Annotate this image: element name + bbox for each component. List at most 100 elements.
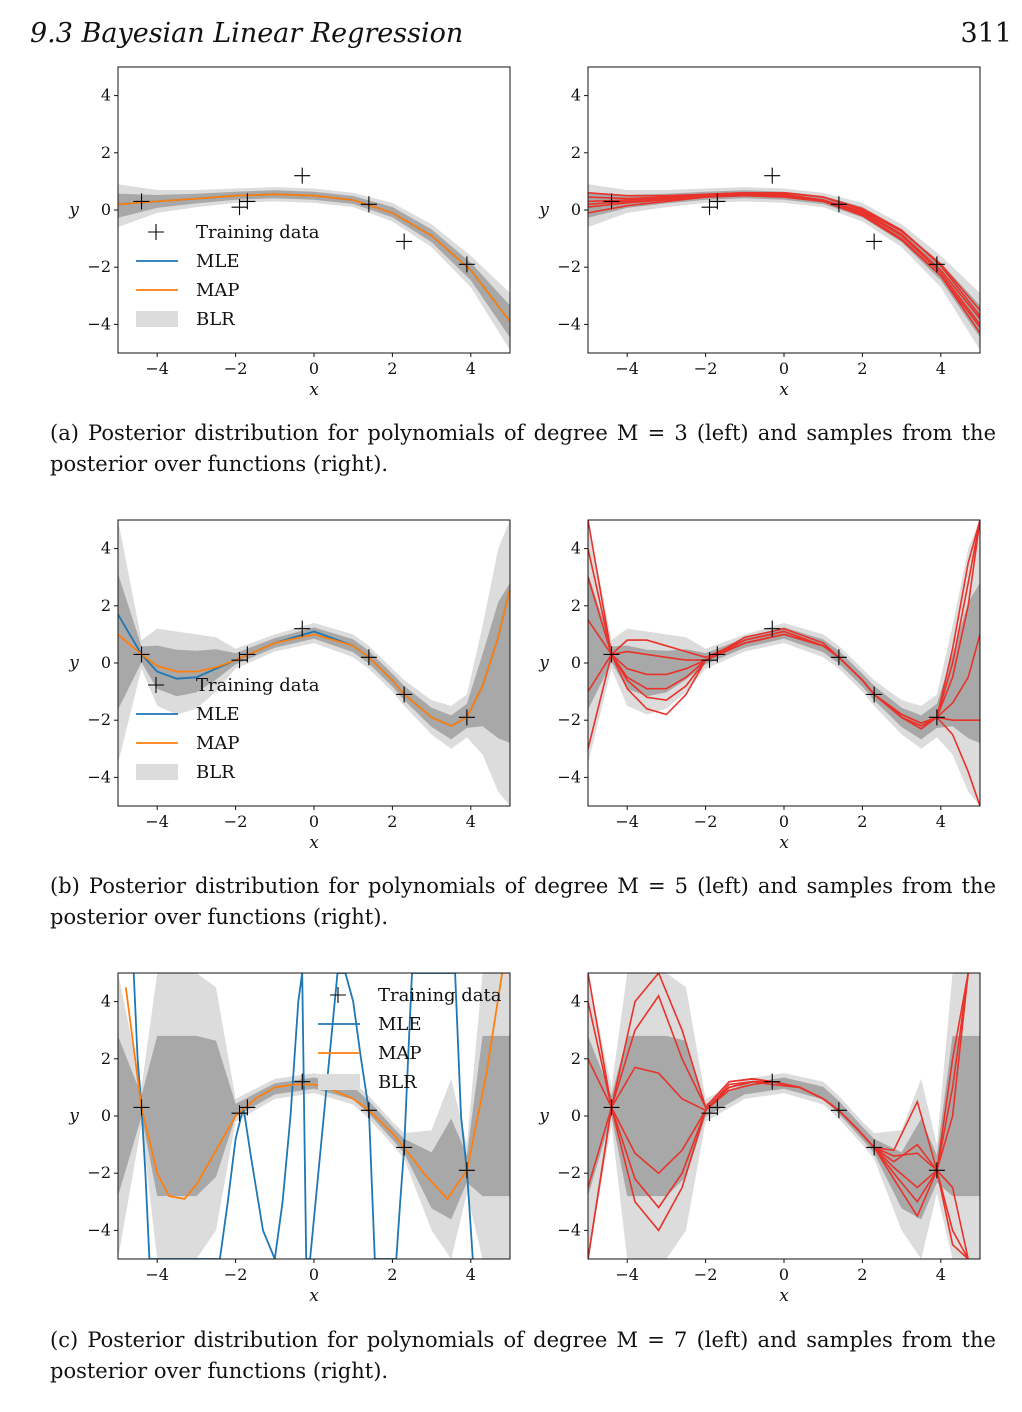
x-tick-label: −2 [224, 812, 248, 831]
training-point [458, 256, 475, 273]
chart-a-left-posterior-m3: −4 −2 0 2 4 −4 −2 0 2 4 x y Training data MLE MAP BLR [68, 66, 511, 400]
y-tick-label: −4 [87, 767, 111, 786]
x-tick-label: 0 [779, 359, 789, 378]
series-map-line [118, 193, 510, 323]
x-tick-label: 0 [779, 1265, 789, 1284]
x-tick-label: 4 [936, 1265, 946, 1284]
y-tick-label: −2 [557, 710, 581, 729]
y-axis-label: y [538, 653, 549, 673]
legend-label-training-data: Training data [378, 985, 502, 1006]
blr-band-inner [118, 573, 510, 744]
x-tick-label: −4 [615, 1265, 639, 1284]
blr-band-outer [588, 184, 980, 351]
training-point [360, 1102, 377, 1119]
legend-label-blr: BLR [196, 309, 235, 330]
blr-band-inner [588, 1035, 980, 1220]
x-axis-label: x [309, 1286, 319, 1306]
training-point [360, 649, 377, 666]
training-point [709, 1099, 726, 1116]
blr-band-inner [118, 1035, 510, 1220]
legend-label-mle: MLE [378, 1014, 422, 1035]
y-tick-label: 2 [571, 596, 581, 615]
y-tick-label: −2 [557, 257, 581, 276]
y-tick-label: 2 [101, 596, 111, 615]
x-axis-label: x [309, 380, 319, 400]
y-tick-label: 0 [571, 1106, 581, 1125]
y-tick-label: 0 [571, 200, 581, 219]
x-tick-label: 2 [857, 359, 867, 378]
training-point [133, 646, 150, 663]
legend-marker-training-data [148, 677, 164, 693]
training-point [866, 686, 883, 703]
y-tick-label: −4 [87, 314, 111, 333]
y-axis-label: y [538, 200, 549, 220]
y-tick-label: −4 [557, 1220, 581, 1239]
training-point [603, 1099, 620, 1116]
training-point [239, 646, 256, 663]
chart-a-right-samples-m3: −4 −2 0 2 4 −4 −2 0 2 4 x y [538, 66, 981, 400]
x-tick-label: −4 [615, 359, 639, 378]
x-tick-label: −4 [145, 359, 169, 378]
training-point [239, 193, 256, 210]
x-tick-label: −4 [145, 812, 169, 831]
x-tick-label: 4 [936, 812, 946, 831]
y-tick-label: 2 [571, 1049, 581, 1068]
y-tick-label: 2 [571, 143, 581, 162]
x-tick-label: 2 [387, 1265, 397, 1284]
x-tick-label: −2 [694, 359, 718, 378]
training-point [928, 1162, 945, 1179]
series-mle-line [132, 973, 474, 1259]
training-point [764, 1073, 781, 1090]
legend-marker-blr [318, 1074, 360, 1090]
legend-label-mle: MLE [196, 704, 240, 725]
training-point [294, 167, 311, 184]
x-tick-label: −2 [694, 1265, 718, 1284]
y-axis-label: y [68, 200, 79, 220]
training-point [830, 649, 847, 666]
training-point [396, 686, 413, 703]
x-tick-label: −2 [224, 1265, 248, 1284]
training-point [396, 1139, 413, 1156]
training-point [830, 1102, 847, 1119]
x-tick-label: 0 [309, 812, 319, 831]
legend-marker-blr [136, 764, 178, 780]
y-tick-label: −2 [557, 1163, 581, 1182]
y-axis-label: y [68, 653, 79, 673]
x-tick-label: 4 [466, 812, 476, 831]
y-axis-label: y [68, 1106, 79, 1126]
y-tick-label: −4 [557, 314, 581, 333]
y-tick-label: 0 [101, 653, 111, 672]
plot-frame [117, 66, 511, 354]
training-point [458, 1162, 475, 1179]
training-point [133, 1099, 150, 1116]
training-point [709, 193, 726, 210]
blr-band-inner [588, 573, 980, 744]
y-tick-label: −2 [87, 257, 111, 276]
x-tick-label: −4 [615, 812, 639, 831]
training-point [294, 620, 311, 637]
posterior-sample-6 [588, 994, 969, 1259]
x-tick-label: 0 [779, 812, 789, 831]
x-tick-label: −2 [694, 812, 718, 831]
y-tick-label: 4 [101, 86, 111, 105]
legend-label-map: MAP [378, 1043, 422, 1064]
legend-label-blr: BLR [378, 1072, 417, 1093]
x-tick-label: 4 [936, 359, 946, 378]
caption-a: (a) Posterior distribution for polynomia… [50, 421, 996, 476]
training-point [928, 256, 945, 273]
training-point [830, 196, 847, 213]
x-tick-label: 4 [466, 1265, 476, 1284]
x-tick-label: 2 [857, 812, 867, 831]
x-tick-label: 2 [387, 359, 397, 378]
chart-c-right-samples-m7: −4 −2 0 2 4 −4 −2 0 2 4 x y [538, 972, 981, 1306]
y-tick-label: 0 [101, 200, 111, 219]
y-tick-label: 2 [101, 143, 111, 162]
legend-label-training-data: Training data [196, 675, 320, 696]
training-point [239, 1099, 256, 1116]
training-point [133, 193, 150, 210]
training-point [603, 646, 620, 663]
series-map-line [124, 973, 504, 1201]
y-tick-label: 4 [571, 992, 581, 1011]
training-point [360, 196, 377, 213]
caption-c: (c) Posterior distribution for polynomia… [50, 1328, 996, 1383]
